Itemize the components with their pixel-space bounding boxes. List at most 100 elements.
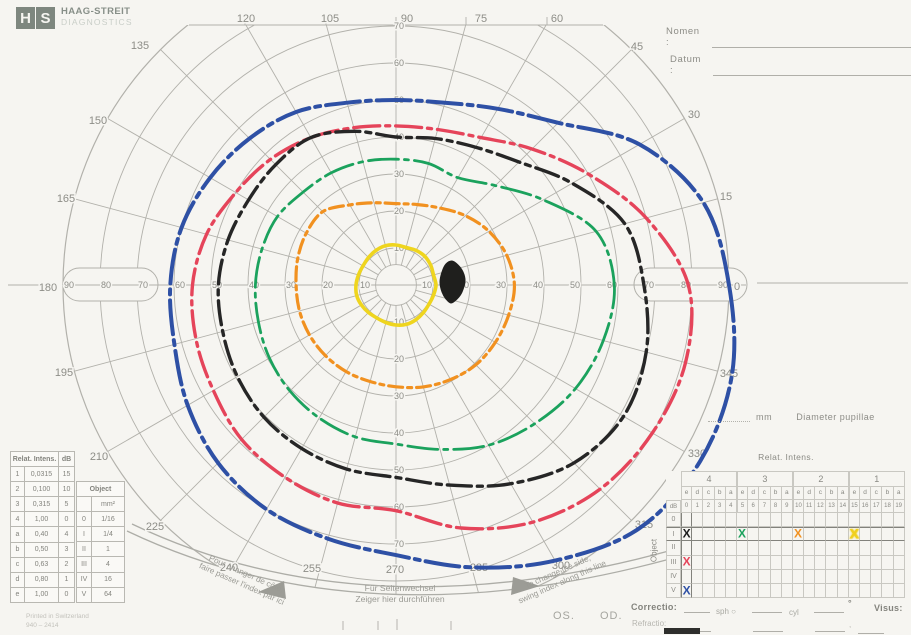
ecc-label-top-60: 60 xyxy=(394,58,404,68)
legend-db-3: 3 xyxy=(714,500,726,513)
intensity-row-key: 3 xyxy=(11,497,25,513)
legend-object-axis: Object xyxy=(649,538,659,563)
legend-rowlabel-V: V xyxy=(666,583,681,599)
grid-meridian-300 xyxy=(405,302,563,574)
legend-group-4: 4 xyxy=(681,471,737,487)
grid-meridian-150 xyxy=(107,118,379,276)
legend-cell xyxy=(837,569,849,584)
meridian-label-30: 30 xyxy=(688,109,700,121)
legend-db-label: dB xyxy=(666,500,681,513)
name-label: Nomen : xyxy=(666,26,700,48)
meridian-label-60: 60 xyxy=(551,13,563,25)
legend-cell xyxy=(725,569,737,584)
legend-cell xyxy=(871,513,883,528)
intensity-row-key: 2 xyxy=(11,482,25,498)
legend-cell xyxy=(837,513,849,528)
legend-mark-I-0: X xyxy=(682,526,691,541)
meridian-label-165: 165 xyxy=(57,193,75,205)
correctio-row: Correctio: sph ○ cyl ° Visus: xyxy=(631,598,906,617)
logo-tile-h: H xyxy=(16,7,35,29)
legend-cell xyxy=(860,569,872,584)
legend-cell xyxy=(770,569,782,584)
legend-db-2: 2 xyxy=(703,500,715,513)
legend-cell xyxy=(781,569,793,584)
legend-db-6: 6 xyxy=(748,500,760,513)
legend-cell xyxy=(848,513,860,528)
correctio-field-1[interactable] xyxy=(684,602,710,613)
legend-cell xyxy=(759,513,771,528)
date-field[interactable] xyxy=(713,65,911,76)
intensity-row-db: 3 xyxy=(59,542,75,558)
visus-label: Visus: xyxy=(874,603,903,613)
legend-cell xyxy=(815,569,827,584)
legend-cell xyxy=(860,583,872,599)
pupil-field[interactable] xyxy=(708,413,750,422)
correctio-field-3[interactable] xyxy=(814,602,844,613)
date-row: Datum : xyxy=(670,54,911,76)
legend-letter: e xyxy=(848,487,860,500)
legend-rowlabel-I: I xyxy=(666,527,681,542)
legend-cell xyxy=(860,541,872,556)
legend-cell xyxy=(804,555,816,570)
legend-db-15: 15 xyxy=(848,500,860,513)
legend-cell xyxy=(759,583,771,599)
ecc-label-right-30: 30 xyxy=(496,280,506,290)
intensity-row-key: a xyxy=(11,527,25,543)
intensity-row-db: 5 xyxy=(59,497,75,513)
legend-letter: b xyxy=(770,487,782,500)
meridian-label-195: 195 xyxy=(55,367,73,379)
legend-cell xyxy=(692,583,704,599)
arc-arrow-left-icon xyxy=(258,581,286,599)
isopter-I2e xyxy=(294,201,517,390)
object-row-key: III xyxy=(77,557,92,573)
meridian-label-150: 150 xyxy=(89,115,107,127)
legend-cell xyxy=(770,527,782,542)
object-row-key: V xyxy=(77,587,92,603)
legend-db-10: 10 xyxy=(792,500,805,513)
legend-cell xyxy=(770,555,782,570)
object-row-key: IV xyxy=(77,572,92,588)
legend-letter: e xyxy=(736,487,749,500)
brand-sub: DIAGNOSTICS xyxy=(61,17,133,27)
legend-cell xyxy=(893,555,905,570)
grid-meridian-30 xyxy=(413,118,685,276)
legend-cell xyxy=(860,513,872,528)
refractio-field-2[interactable] xyxy=(753,621,783,632)
ecc-label-left-30: 30 xyxy=(286,280,296,290)
intensity-row-key: d xyxy=(11,572,25,588)
refractio-field-3[interactable] xyxy=(815,621,845,632)
legend-letter: e xyxy=(681,487,693,500)
grid-meridian-225 xyxy=(160,299,382,521)
legend-cell xyxy=(826,569,838,584)
refractio-label: Refractio: xyxy=(632,619,667,628)
meridian-label-225: 225 xyxy=(146,521,164,533)
legend-cell: X xyxy=(848,527,860,542)
correctio-label: Correctio: xyxy=(631,602,678,612)
correctio-field-2[interactable] xyxy=(752,602,782,613)
isopter-I4e xyxy=(216,129,650,488)
object-row-key: I xyxy=(77,527,92,543)
legend-cell xyxy=(725,541,737,556)
legend-cell xyxy=(725,513,737,528)
legend-cell: X xyxy=(792,527,805,542)
object-row-key: 0 xyxy=(77,512,92,528)
legend-cell xyxy=(837,583,849,599)
name-field[interactable] xyxy=(711,37,911,48)
legend-cell xyxy=(748,513,760,528)
legend-cell xyxy=(804,513,816,528)
refractio-field-4[interactable] xyxy=(858,623,884,634)
legend-db-14: 14 xyxy=(837,500,849,513)
ecc-label-right-90: 90 xyxy=(718,280,728,290)
grid-meridian-285 xyxy=(400,304,483,607)
intensity-row-key: c xyxy=(11,557,25,573)
legend-cell xyxy=(714,555,726,570)
object-row-key: II xyxy=(77,542,92,558)
object-row-size: 16 xyxy=(92,572,125,588)
isopter-I3e xyxy=(253,157,616,451)
ecc-label-left-80: 80 xyxy=(101,280,111,290)
legend-cell xyxy=(692,569,704,584)
legend-cell xyxy=(748,541,760,556)
legend-cell xyxy=(681,569,693,584)
meridian-label-180: 180 xyxy=(39,282,57,294)
